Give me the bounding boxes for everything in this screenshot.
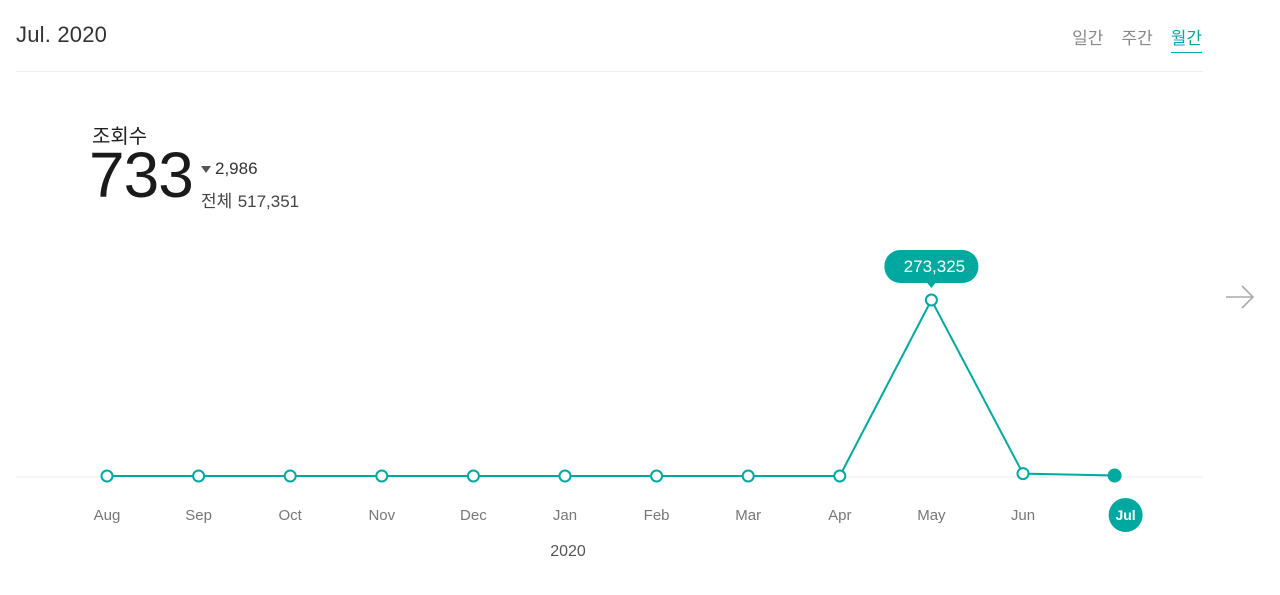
arrow-right-icon[interactable]	[1224, 283, 1256, 311]
x-tick-label: Apr	[828, 507, 851, 524]
tab-weekly[interactable]: 주간	[1121, 29, 1153, 49]
data-point	[741, 469, 755, 483]
period-tabs: 일간 주간 월간	[1072, 24, 1202, 53]
data-point	[100, 469, 114, 483]
data-point	[466, 469, 480, 483]
tooltip-pointer	[926, 282, 937, 288]
x-tick-label: Jan	[553, 507, 577, 524]
metric-change-value: 2,986	[215, 159, 258, 178]
selected-month-badge	[1108, 498, 1143, 532]
x-tick-label: May	[917, 507, 946, 524]
data-point	[1107, 468, 1122, 483]
tooltip-value: 273,325	[904, 257, 965, 276]
data-point	[924, 293, 938, 307]
x-tick-label: Mar	[735, 507, 761, 524]
data-point	[1016, 467, 1030, 481]
tab-daily[interactable]: 일간	[1072, 29, 1104, 49]
metric-total-label: 전체	[201, 192, 233, 211]
x-tick-label: Oct	[279, 507, 303, 524]
data-point	[650, 469, 664, 483]
tab-monthly[interactable]: 월간	[1170, 24, 1202, 53]
x-tick-label: Jul	[1115, 507, 1135, 523]
tooltip-bubble	[884, 250, 979, 283]
x-tick-label: Jun	[1011, 507, 1035, 524]
x-tick-label: Feb	[644, 507, 670, 524]
data-point	[833, 469, 847, 483]
data-point	[558, 469, 572, 483]
period-title: Jul. 2020	[16, 22, 108, 47]
metric-value: 733	[89, 139, 194, 211]
data-point	[283, 469, 297, 483]
year-label: 2020	[550, 543, 586, 560]
header-divider	[16, 71, 1203, 72]
x-tick-label: Aug	[94, 507, 121, 524]
metric-change: 2,986	[201, 159, 258, 179]
series-line	[107, 297, 1115, 477]
x-tick-label: Nov	[368, 507, 395, 524]
metric-label: 조회수	[92, 124, 148, 148]
metric-total-value: 517,351	[237, 192, 300, 211]
data-point	[192, 469, 206, 483]
down-triangle-icon	[201, 165, 211, 173]
x-tick-label: Dec	[460, 507, 487, 524]
metric-total: 전체 517,351	[201, 187, 299, 212]
x-tick-label: Sep	[185, 507, 212, 524]
data-point	[375, 469, 389, 483]
